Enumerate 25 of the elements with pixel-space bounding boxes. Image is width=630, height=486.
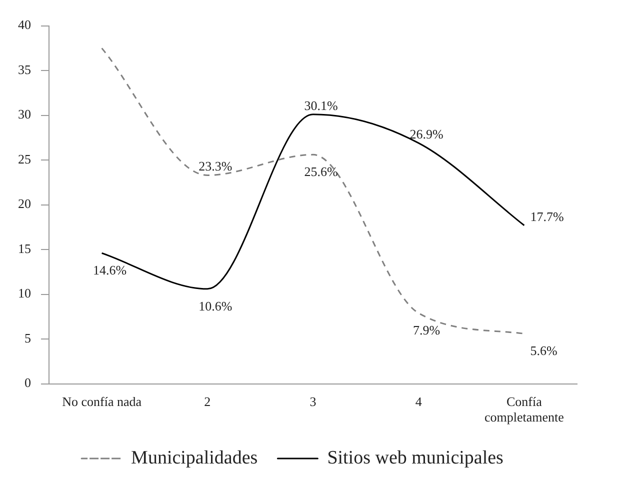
y-tick-label: 10 (18, 286, 31, 301)
data-label: 17.7% (530, 208, 564, 224)
y-tick-label: 15 (18, 240, 31, 256)
y-tick-label: 40 (18, 17, 31, 32)
y-tick-label: 30 (18, 106, 31, 122)
data-label: 30.1% (304, 98, 338, 113)
y-tick-label: 0 (24, 375, 31, 390)
data-label: 25.6% (304, 164, 338, 180)
x-tick-label: No confía nada (62, 394, 142, 410)
y-tick-label: 20 (18, 196, 31, 212)
data-label: 23.3% (198, 158, 232, 174)
data-label: 26.9% (410, 126, 444, 142)
data-label: 7.9% (413, 322, 440, 338)
x-tick-label: 2 (204, 394, 211, 410)
data-label: 14.6% (93, 262, 127, 278)
legend-label: Municipalidades (131, 447, 258, 468)
y-tick-label: 35 (18, 62, 31, 77)
legend-label: Sitios web municipales (327, 447, 504, 468)
data-label: 10.6% (198, 298, 232, 314)
x-tick-label: 3 (310, 394, 316, 410)
x-tick-label: 4 (415, 394, 422, 410)
y-tick-label: 5 (24, 330, 31, 346)
data-label: 5.6% (530, 343, 558, 358)
y-tick-label: 25 (18, 151, 31, 166)
x-tick-label: Confía completamente (484, 394, 564, 425)
